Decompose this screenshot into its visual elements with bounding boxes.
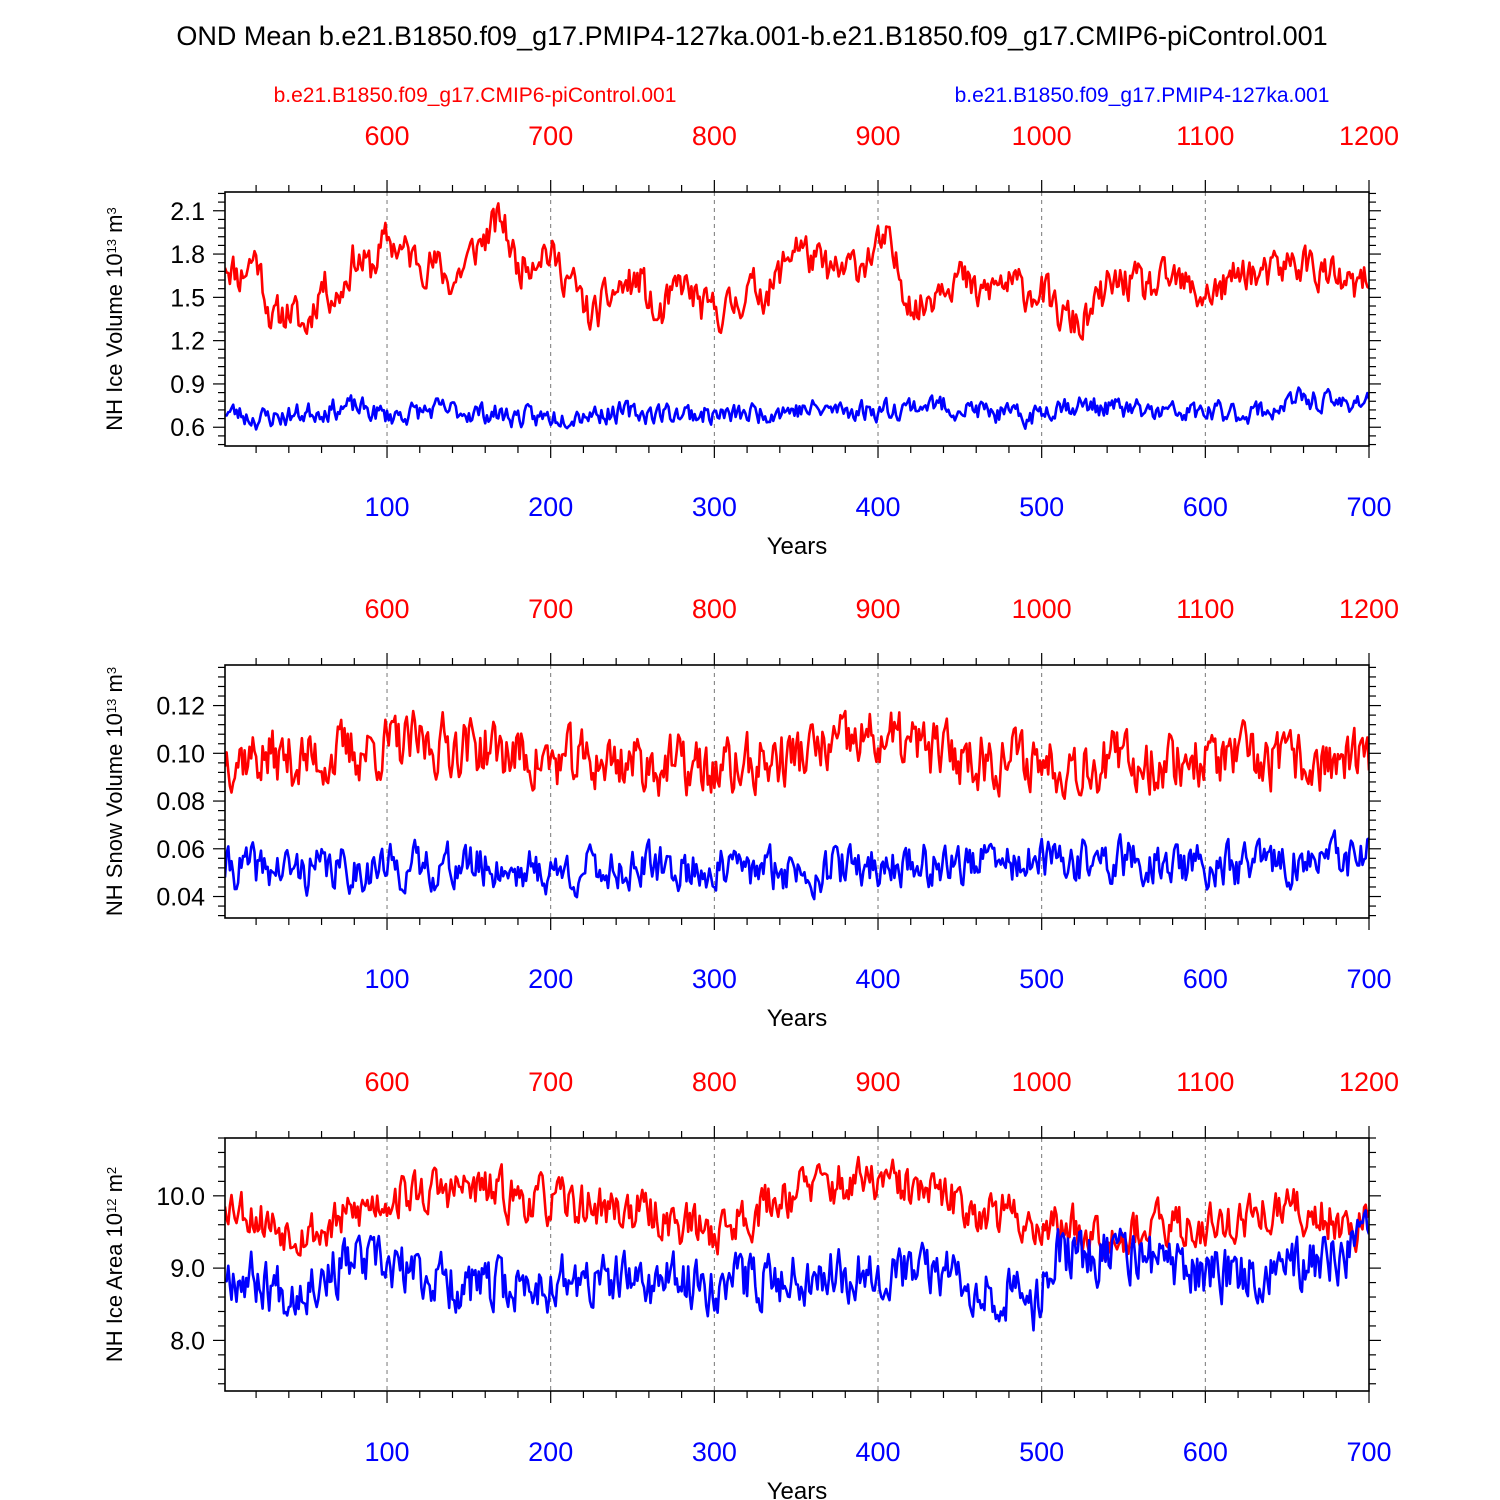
x-tick-label-top: 900 (855, 121, 900, 151)
y-axis-label-ylabel-unit: m (102, 1174, 127, 1198)
x-tick-label-top: 800 (692, 1067, 737, 1097)
y-axis-label-text: NH Ice Volume 1013 m3 (102, 207, 127, 430)
y-axis-label-text: NH Snow Volume 1013 m3 (102, 667, 127, 916)
x-tick-label-top: 700 (528, 1067, 573, 1097)
x-tick-label-bottom: 500 (1019, 1437, 1064, 1467)
y-tick-label: 1.5 (170, 284, 205, 312)
y-tick-label: 0.04 (156, 884, 205, 912)
y-tick-label: 0.10 (156, 740, 205, 768)
x-tick-label-bottom: 600 (1183, 1437, 1228, 1467)
x-tick-label-bottom: 600 (1183, 964, 1228, 994)
x-tick-label-top: 900 (855, 1067, 900, 1097)
y-axis-label-ylabel-unit: m (102, 674, 127, 698)
y-axis-label: NH Ice Area 1012 m2 (102, 1167, 127, 1362)
x-axis-label: Years (767, 1478, 828, 1500)
y-tick-label: 0.9 (170, 371, 205, 399)
x-tick-label-bottom: 200 (528, 1437, 573, 1467)
y-tick-label: 0.08 (156, 788, 205, 816)
y-tick-label: 0.06 (156, 836, 205, 864)
y-axis-label-ylabel: NH Ice Volume 10 (102, 253, 127, 430)
x-tick-label-bottom: 700 (1346, 1437, 1391, 1467)
y-axis-label-ylabel-exp: 13 (104, 699, 119, 713)
x-tick-label-top: 1200 (1339, 121, 1399, 151)
chart-panel-3: 100 200 300 400 500 600 700 600 700 800 900 1000 110… (102, 1067, 1399, 1500)
series-line-pmip4-127ka (225, 1209, 1369, 1332)
series-line-picontrol (225, 202, 1369, 341)
x-tick-label-bottom: 200 (528, 492, 573, 522)
y-tick-label: 1.8 (170, 241, 205, 269)
x-axis-label: Years (767, 1005, 828, 1032)
x-axis-label: Years (767, 533, 828, 560)
series-line-pmip4-127ka (225, 386, 1369, 431)
x-tick-label-top: 800 (692, 121, 737, 151)
y-tick-label: 1.2 (170, 328, 205, 356)
x-tick-label-bottom: 400 (855, 964, 900, 994)
y-tick-label: 0.6 (170, 414, 205, 442)
series-line-pmip4-127ka (225, 829, 1369, 901)
y-tick-label: 8.0 (170, 1327, 205, 1355)
x-tick-label-top: 1100 (1176, 594, 1234, 624)
x-tick-label-bottom: 700 (1346, 492, 1391, 522)
y-axis-label-ylabel: NH Ice Area 10 (102, 1213, 127, 1362)
y-axis-label-ylabel: NH Snow Volume 10 (102, 713, 127, 916)
y-axis-label-ylabel-unit-exp: 3 (104, 207, 119, 214)
x-tick-label-top: 600 (364, 121, 409, 151)
y-axis-label-ylabel-unit-exp: 3 (104, 667, 119, 674)
legend-red-label: b.e21.B1850.f09_g17.CMIP6-piControl.001 (274, 84, 677, 107)
x-tick-label-top: 600 (364, 594, 409, 624)
plot-frame (224, 1137, 1370, 1392)
x-tick-label-bottom: 500 (1019, 964, 1064, 994)
series-line-picontrol (225, 1155, 1369, 1262)
y-axis-label-text: NH Ice Area 1012 m2 (102, 1167, 127, 1362)
y-tick-label: 2.1 (170, 198, 205, 226)
chart-panel-2: 100 200 300 400 500 600 700 600 700 800 900 1000 110… (102, 594, 1399, 1032)
y-tick-label: 0.12 (156, 693, 205, 721)
x-tick-label-bottom: 200 (528, 964, 573, 994)
plot-frame (224, 191, 1370, 447)
series-line-picontrol (225, 709, 1369, 801)
y-axis-label-ylabel-exp: 13 (104, 239, 119, 253)
legend-blue-label: b.e21.B1850.f09_g17.PMIP4-127ka.001 (955, 84, 1330, 107)
x-tick-label-top: 800 (692, 594, 737, 624)
x-tick-label-bottom: 100 (364, 964, 409, 994)
x-tick-label-bottom: 300 (692, 1437, 737, 1467)
x-tick-label-bottom: 400 (855, 492, 900, 522)
x-tick-label-top: 1100 (1176, 121, 1234, 151)
x-tick-label-top: 1200 (1339, 594, 1399, 624)
x-tick-label-bottom: 100 (364, 492, 409, 522)
y-axis-label: NH Snow Volume 1013 m3 (102, 667, 127, 916)
y-tick-label: 10.0 (156, 1183, 205, 1211)
x-tick-label-top: 1100 (1176, 1067, 1234, 1097)
y-axis-label-ylabel-exp: 12 (104, 1199, 119, 1213)
y-axis-label-ylabel-unit-exp: 2 (104, 1167, 119, 1174)
x-tick-label-bottom: 300 (692, 492, 737, 522)
x-tick-label-top: 1200 (1339, 1067, 1399, 1097)
x-tick-label-bottom: 300 (692, 964, 737, 994)
y-tick-label: 9.0 (170, 1255, 205, 1283)
x-tick-label-top: 700 (528, 594, 573, 624)
x-tick-label-top: 1000 (1012, 121, 1072, 151)
figure-title: OND Mean b.e21.B1850.f09_g17.PMIP4-127ka… (176, 21, 1327, 51)
chart-panel-1: 100 200 300 400 500 600 700 600 700 800 900 1000 110… (102, 121, 1399, 560)
x-tick-label-top: 700 (528, 121, 573, 151)
x-tick-label-bottom: 400 (855, 1437, 900, 1467)
x-tick-label-top: 1000 (1012, 1067, 1072, 1097)
y-axis-label: NH Ice Volume 1013 m3 (102, 207, 127, 430)
panels: 100 200 300 400 500 600 700 600 700 800 900 1000 110… (102, 121, 1399, 1500)
x-tick-label-bottom: 700 (1346, 964, 1391, 994)
y-axis-label-ylabel-unit: m (102, 215, 127, 239)
x-tick-label-top: 900 (855, 594, 900, 624)
x-tick-label-bottom: 100 (364, 1437, 409, 1467)
x-tick-label-top: 600 (364, 1067, 409, 1097)
x-tick-label-bottom: 500 (1019, 492, 1064, 522)
x-tick-label-top: 1000 (1012, 594, 1072, 624)
x-tick-label-bottom: 600 (1183, 492, 1228, 522)
